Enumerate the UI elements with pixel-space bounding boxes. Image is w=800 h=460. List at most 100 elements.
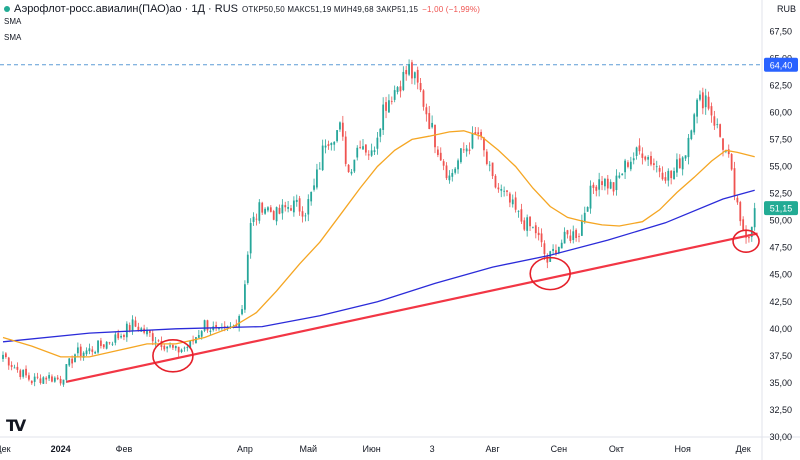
candle-body bbox=[128, 325, 131, 331]
candle-body bbox=[330, 142, 333, 146]
candle-body bbox=[13, 367, 16, 369]
y-tick-label: 55,00 bbox=[769, 162, 792, 172]
x-tick-label: Фев bbox=[116, 444, 133, 454]
candle-body bbox=[390, 101, 393, 102]
candle-body bbox=[748, 237, 750, 239]
sma-fast-line bbox=[2, 130, 755, 358]
candle-body bbox=[540, 233, 543, 243]
candle-body bbox=[278, 207, 281, 214]
candle-body bbox=[431, 122, 434, 128]
candle-body bbox=[727, 149, 730, 155]
candle-body bbox=[125, 323, 128, 338]
candle-body bbox=[457, 160, 459, 170]
price-label-box bbox=[764, 201, 798, 216]
candle-body bbox=[434, 124, 436, 148]
candle-body bbox=[647, 157, 650, 160]
candle-body bbox=[523, 220, 526, 230]
candle-body bbox=[180, 349, 183, 352]
candle-body bbox=[200, 331, 203, 337]
candle-body bbox=[650, 156, 652, 165]
candle-body bbox=[82, 352, 85, 358]
candle-body bbox=[102, 344, 105, 348]
candle-body bbox=[206, 320, 209, 331]
candle-body bbox=[615, 175, 618, 191]
candle-body bbox=[339, 122, 341, 130]
candle-body bbox=[549, 251, 552, 262]
candle-body bbox=[223, 326, 226, 328]
candle-body bbox=[42, 377, 45, 384]
candle-body bbox=[529, 216, 531, 227]
candle-body bbox=[333, 141, 336, 145]
candle-body bbox=[629, 161, 632, 170]
candle-body bbox=[367, 154, 370, 156]
candle-body bbox=[310, 191, 313, 202]
candle-body bbox=[197, 335, 200, 338]
candle-body bbox=[241, 309, 243, 315]
candle-body bbox=[7, 357, 10, 366]
candle-body bbox=[290, 208, 292, 211]
candle-body bbox=[388, 100, 390, 113]
candle-body bbox=[736, 197, 739, 203]
candle-body bbox=[701, 92, 704, 109]
candle-body bbox=[537, 232, 540, 236]
candle-body bbox=[146, 329, 148, 335]
candle-body bbox=[508, 193, 511, 203]
y-tick-label: 67,50 bbox=[769, 26, 792, 36]
indicator-sma-2[interactable]: SMA bbox=[4, 33, 22, 42]
candle-body bbox=[428, 113, 431, 129]
candle-body bbox=[667, 170, 670, 181]
candle-body bbox=[341, 122, 344, 137]
candle-body bbox=[183, 347, 186, 349]
support-circle bbox=[732, 229, 760, 253]
candle-body bbox=[336, 130, 338, 142]
change-value: −1,00 (−1,99%) bbox=[422, 4, 481, 14]
candle-body bbox=[292, 200, 295, 213]
tradingview-logo[interactable]: TV bbox=[6, 416, 26, 435]
candle-body bbox=[477, 132, 480, 135]
candle-body bbox=[589, 185, 592, 209]
candle-body bbox=[399, 86, 402, 92]
candle-body bbox=[618, 175, 621, 178]
currency-label[interactable]: RUB bbox=[776, 4, 796, 14]
candle-body bbox=[753, 208, 756, 228]
candle-body bbox=[699, 94, 701, 100]
candle-body bbox=[76, 347, 79, 354]
candle-body bbox=[595, 186, 598, 191]
candle-body bbox=[252, 216, 255, 222]
candle-body bbox=[517, 210, 520, 212]
candle-body bbox=[632, 158, 635, 161]
x-tick-label: Авг bbox=[486, 444, 501, 454]
candle-body bbox=[566, 230, 569, 235]
candle-body bbox=[670, 170, 673, 179]
candle-body bbox=[316, 169, 318, 188]
candle-body bbox=[678, 158, 681, 169]
candle-body bbox=[638, 145, 641, 152]
y-tick-label: 30,00 bbox=[769, 432, 792, 442]
candle-body bbox=[186, 347, 189, 348]
candle-body bbox=[546, 256, 549, 263]
price-label-box bbox=[764, 57, 798, 72]
candle-body bbox=[422, 90, 425, 107]
candle-body bbox=[673, 170, 675, 180]
candle-body bbox=[295, 199, 298, 202]
x-tick-label: Дек bbox=[0, 444, 11, 454]
indicator-sma-1[interactable]: SMA bbox=[4, 17, 22, 26]
candle-body bbox=[362, 146, 364, 150]
candle-body bbox=[526, 217, 529, 231]
candle-body bbox=[65, 364, 68, 380]
candle-body bbox=[439, 152, 442, 161]
candle-body bbox=[592, 184, 595, 188]
candle-body bbox=[436, 149, 439, 155]
candle-body bbox=[215, 325, 218, 328]
candle-body bbox=[318, 168, 321, 170]
candle-body bbox=[707, 96, 710, 109]
symbol-title[interactable]: Аэрофлот-росс.авиалин(ПАО)ао · 1Д · RUS bbox=[14, 3, 238, 15]
candle-body bbox=[601, 181, 603, 186]
x-tick-label: Июн bbox=[363, 444, 381, 454]
candle-body bbox=[114, 334, 117, 343]
candle-body bbox=[494, 175, 497, 188]
candle-body bbox=[652, 163, 655, 166]
candle-body bbox=[560, 242, 563, 249]
candle-body bbox=[543, 243, 546, 255]
